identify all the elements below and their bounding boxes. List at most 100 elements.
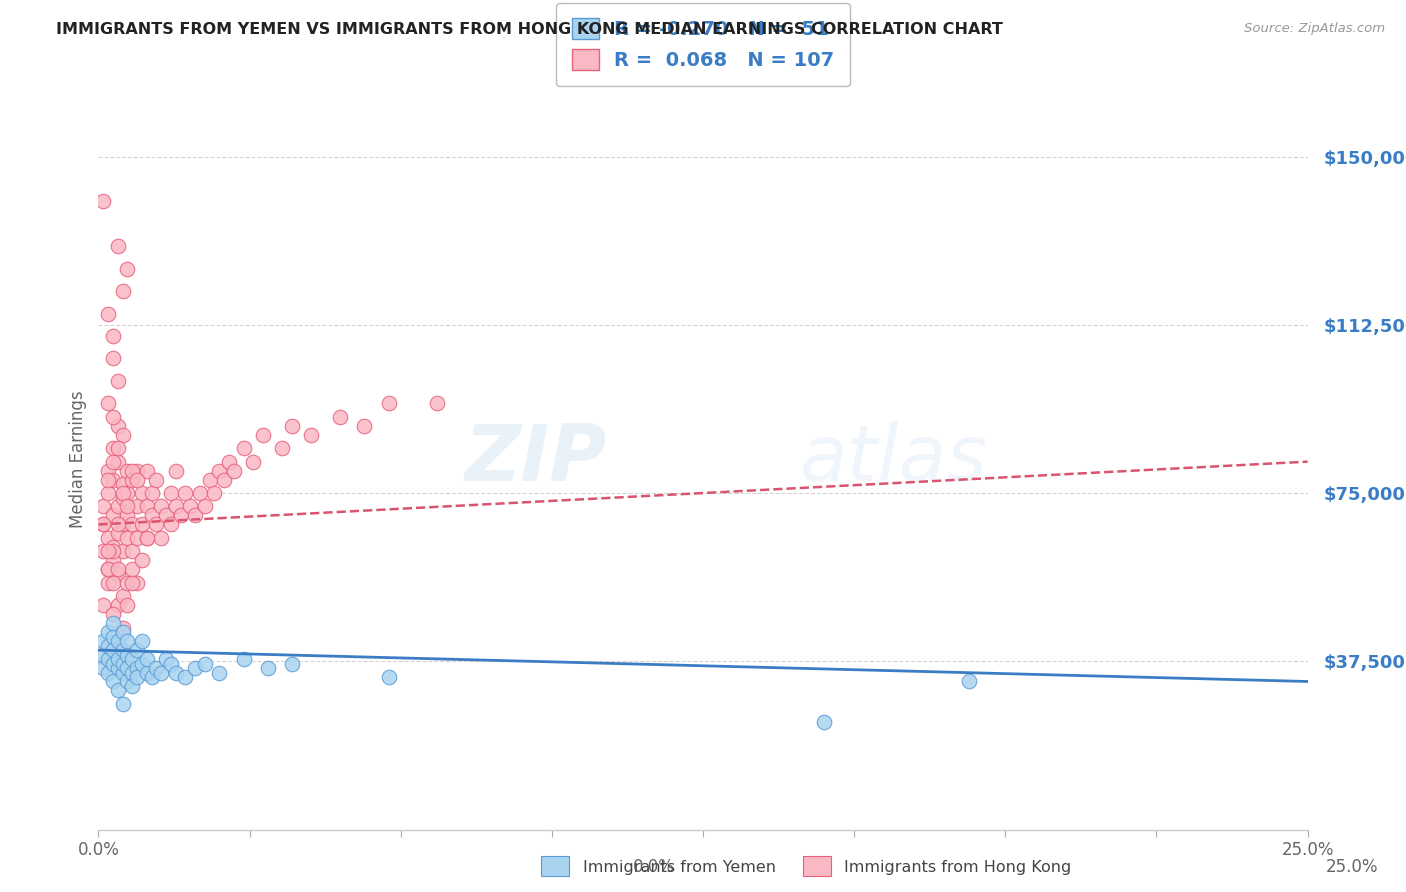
Point xyxy=(145,661,167,675)
Point xyxy=(101,553,124,567)
Point xyxy=(97,396,120,410)
Point xyxy=(111,665,134,680)
Point xyxy=(97,464,120,478)
Point xyxy=(97,639,120,653)
Point xyxy=(107,566,129,581)
Point xyxy=(91,648,114,662)
Point xyxy=(111,491,134,505)
Point xyxy=(107,500,129,514)
Point xyxy=(131,553,153,567)
Point xyxy=(121,562,143,576)
Point xyxy=(127,531,149,545)
Point xyxy=(101,657,124,671)
Point xyxy=(377,670,399,684)
Point xyxy=(208,464,231,478)
Point xyxy=(150,531,173,545)
Point xyxy=(117,634,139,648)
Point xyxy=(121,473,143,487)
Point xyxy=(97,307,120,321)
Point xyxy=(121,575,143,590)
Point xyxy=(97,486,120,500)
Point xyxy=(111,284,134,298)
Point xyxy=(101,409,124,424)
Point xyxy=(101,674,124,689)
Point xyxy=(160,486,183,500)
Point xyxy=(252,427,274,442)
Point xyxy=(165,464,187,478)
Text: 25.0%: 25.0% xyxy=(1326,858,1378,876)
Point xyxy=(145,473,167,487)
Point xyxy=(160,657,183,671)
Point xyxy=(111,486,134,500)
Point xyxy=(188,486,211,500)
Point xyxy=(179,500,201,514)
Point xyxy=(117,598,139,612)
Text: Source: ZipAtlas.com: Source: ZipAtlas.com xyxy=(1244,22,1385,36)
Point xyxy=(174,670,197,684)
Point xyxy=(111,589,134,603)
Point xyxy=(131,486,153,500)
Point xyxy=(101,329,124,343)
Point xyxy=(165,665,187,680)
Point xyxy=(111,544,134,558)
Point xyxy=(97,575,120,590)
Point xyxy=(957,674,980,689)
Point xyxy=(117,674,139,689)
Point xyxy=(169,508,191,523)
Point xyxy=(135,531,157,545)
Point xyxy=(107,562,129,576)
Point xyxy=(150,665,173,680)
Point xyxy=(117,648,139,662)
Point xyxy=(97,652,120,666)
Point xyxy=(160,517,183,532)
Point xyxy=(107,239,129,253)
Point xyxy=(281,657,304,671)
Point xyxy=(97,665,120,680)
Point xyxy=(97,562,120,576)
Point xyxy=(121,679,143,693)
Point xyxy=(107,517,129,532)
Point xyxy=(174,486,197,500)
Point xyxy=(117,508,139,523)
Point xyxy=(97,473,120,487)
Point xyxy=(101,351,124,366)
Point xyxy=(121,544,143,558)
Point xyxy=(127,575,149,590)
Point xyxy=(121,517,143,532)
Point xyxy=(299,427,322,442)
Point xyxy=(107,418,129,433)
Point xyxy=(117,464,139,478)
Point xyxy=(131,657,153,671)
Point xyxy=(97,544,120,558)
Point xyxy=(117,500,139,514)
Point xyxy=(101,455,124,469)
Legend: R = -0.270   N =  51, R =  0.068   N = 107: R = -0.270 N = 51, R = 0.068 N = 107 xyxy=(555,3,851,86)
Point xyxy=(145,517,167,532)
Point xyxy=(91,634,114,648)
Point xyxy=(117,486,139,500)
Point xyxy=(194,500,217,514)
Point xyxy=(107,598,129,612)
Point xyxy=(91,517,114,532)
Point xyxy=(111,427,134,442)
Point xyxy=(155,652,177,666)
Text: 0.0%: 0.0% xyxy=(633,858,675,876)
Point xyxy=(131,634,153,648)
Point xyxy=(165,500,187,514)
Point xyxy=(111,657,134,671)
Point xyxy=(117,575,139,590)
Point xyxy=(101,643,124,657)
Point xyxy=(101,508,124,523)
Point xyxy=(97,562,120,576)
Point xyxy=(107,455,129,469)
Point xyxy=(121,652,143,666)
Point xyxy=(184,661,207,675)
Point xyxy=(194,657,217,671)
Point xyxy=(107,526,129,541)
Point xyxy=(111,625,134,640)
Point xyxy=(141,670,163,684)
Text: ZIP: ZIP xyxy=(464,421,606,498)
Point xyxy=(150,500,173,514)
Point xyxy=(127,670,149,684)
Point xyxy=(127,643,149,657)
